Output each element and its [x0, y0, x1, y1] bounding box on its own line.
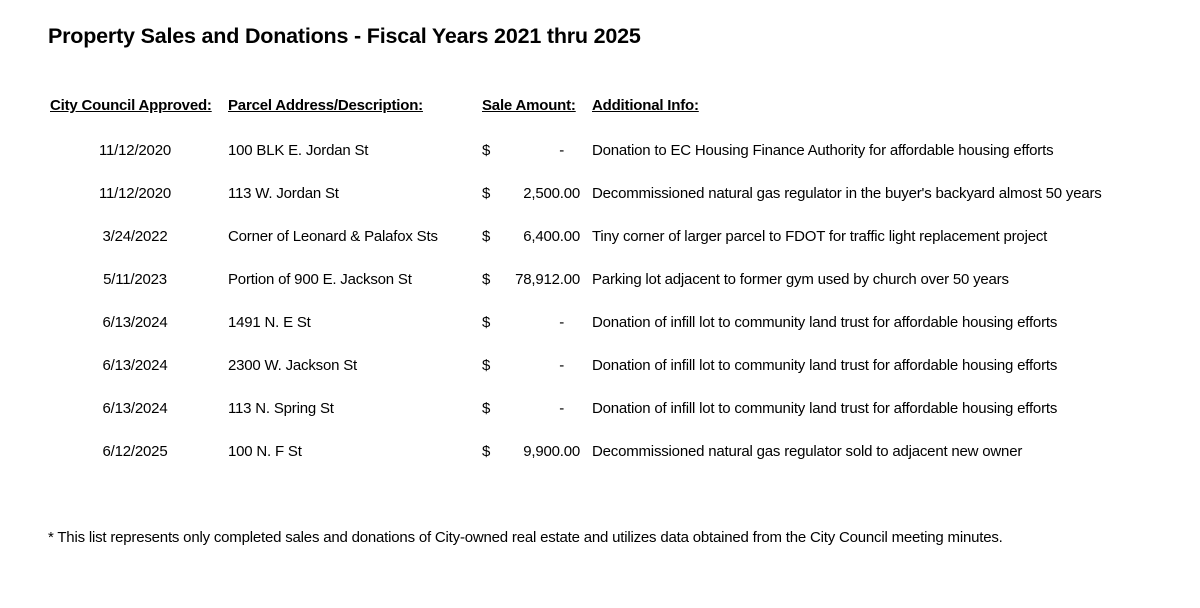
- address-cell: Portion of 900 E. Jackson St: [228, 271, 412, 288]
- amount-cell: 2,500.00: [523, 185, 580, 202]
- amount-cell: -: [559, 314, 564, 331]
- amount-cell: 9,900.00: [523, 443, 580, 460]
- info-cell: Tiny corner of larger parcel to FDOT for…: [592, 228, 1048, 245]
- header-info: Additional Info:: [592, 97, 699, 114]
- date-cell: 6/13/2024: [102, 314, 168, 331]
- page-title: Property Sales and Donations - Fiscal Ye…: [48, 24, 641, 48]
- amount-cell: 6,400.00: [523, 228, 580, 245]
- currency-symbol: $: [482, 314, 491, 331]
- table-row: 6/13/2024 113 N. Spring St $ - Donation of i…: [0, 400, 1200, 420]
- info-cell: Parking lot adjacent to former gym used …: [592, 271, 1009, 288]
- currency-symbol: $: [482, 142, 491, 159]
- address-cell: 113 W. Jordan St: [228, 185, 339, 202]
- header-amount: Sale Amount:: [482, 97, 576, 114]
- currency-symbol: $: [482, 400, 491, 417]
- amount-cell: -: [559, 142, 564, 159]
- info-cell: Donation to EC Housing Finance Authority…: [592, 142, 1054, 159]
- currency-symbol: $: [482, 443, 491, 460]
- table-row: 6/13/2024 2300 W. Jackson St $ - Donation of…: [0, 357, 1200, 377]
- date-cell: 6/13/2024: [102, 400, 168, 417]
- amount-cell: -: [559, 357, 564, 374]
- date-cell: 11/12/2020: [99, 185, 171, 202]
- address-cell: 100 N. F St: [228, 443, 302, 460]
- table-row: 6/13/2024 1491 N. E St $ - Donation of infil…: [0, 314, 1200, 334]
- address-cell: 2300 W. Jackson St: [228, 357, 357, 374]
- currency-symbol: $: [482, 228, 491, 245]
- currency-symbol: $: [482, 185, 491, 202]
- address-cell: 1491 N. E St: [228, 314, 311, 331]
- date-cell: 3/24/2022: [102, 228, 168, 245]
- date-cell: 11/12/2020: [99, 142, 171, 159]
- info-cell: Donation of infill lot to community land…: [592, 314, 1058, 331]
- address-cell: 100 BLK E. Jordan St: [228, 142, 369, 159]
- header-date: City Council Approved:: [50, 97, 212, 114]
- table-row: 11/12/2020 113 W. Jordan St $2,500.00 Decom…: [0, 185, 1200, 205]
- table-row: 3/24/2022 Corner of Leonard & Palafox Sts…: [0, 228, 1200, 248]
- date-cell: 6/13/2024: [102, 357, 168, 374]
- info-cell: Decommissioned natural gas regulator in …: [592, 185, 1102, 202]
- info-cell: Decommissioned natural gas regulator sol…: [592, 443, 1023, 460]
- header-address: Parcel Address/Description:: [228, 97, 423, 114]
- table-row: 5/11/2023 Portion of 900 E. Jackson St $78…: [0, 271, 1200, 291]
- amount-cell: -: [559, 400, 564, 417]
- date-cell: 6/12/2025: [102, 443, 168, 460]
- amount-cell: 78,912.00: [515, 271, 580, 288]
- info-cell: Donation of infill lot to community land…: [592, 400, 1058, 417]
- footnote: * This list represents only completed sa…: [48, 529, 1003, 546]
- table-row: 11/12/2020 100 BLK E. Jordan St $ - Donation…: [0, 142, 1200, 162]
- address-cell: 113 N. Spring St: [228, 400, 334, 417]
- table-row: 6/12/2025 100 N. F St $9,900.00 Decommissio…: [0, 443, 1200, 463]
- address-cell: Corner of Leonard & Palafox Sts: [228, 228, 438, 245]
- date-cell: 5/11/2023: [103, 271, 167, 288]
- currency-symbol: $: [482, 271, 491, 288]
- info-cell: Donation of infill lot to community land…: [592, 357, 1058, 374]
- currency-symbol: $: [482, 357, 491, 374]
